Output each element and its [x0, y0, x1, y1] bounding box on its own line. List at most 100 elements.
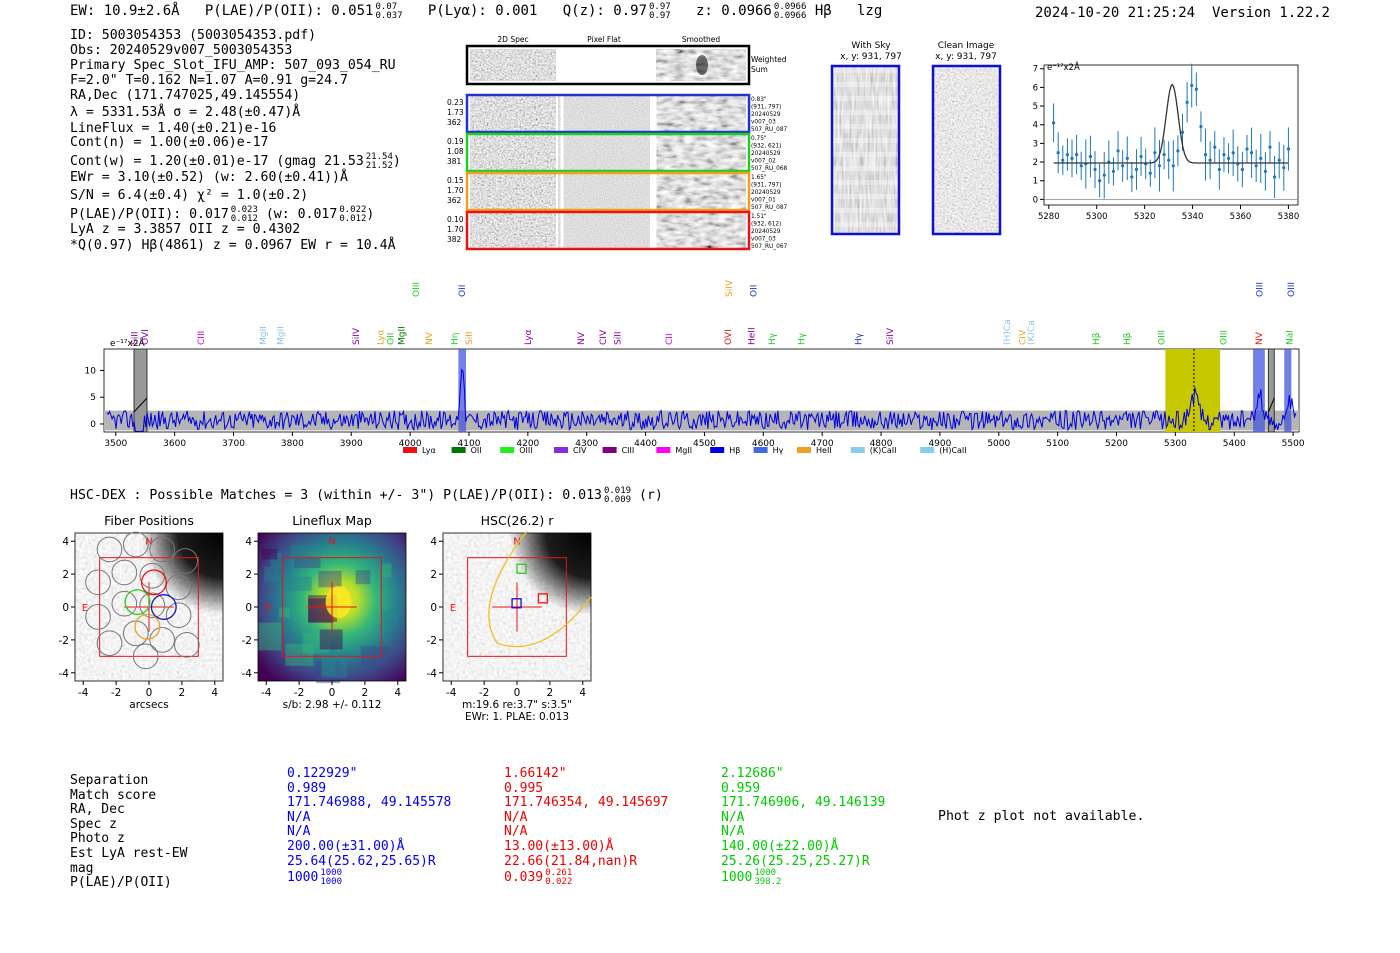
lineflux-patch — [302, 632, 330, 654]
match-mag: 25.64(25.62,25.65)R — [287, 853, 436, 869]
sky-stripe — [832, 96, 899, 101]
fiber-circle — [165, 574, 192, 601]
cutout-header: Smoothed — [682, 35, 721, 44]
match-plae-range: 1000 1000 — [320, 869, 342, 887]
legend-label: CIV — [573, 446, 587, 455]
spectrum-line-name: Hη — [450, 333, 460, 345]
spectrum-line-label: SiIV — [886, 327, 896, 345]
lineflux-patch — [285, 643, 314, 666]
spectrum-line-name: (K)Ca — [1027, 320, 1037, 345]
match-plae-range: 1000 398.2 — [754, 869, 781, 887]
match-plae: 0.039 0.261 0.022 — [504, 869, 668, 887]
spectrum-line-label: MgII — [277, 326, 287, 345]
spectrum-line-name: OII — [749, 285, 759, 297]
lineflux-patch — [381, 563, 392, 578]
hsc-summary-text: HSC-DEX : Possible Matches = 3 (within +… — [70, 488, 602, 503]
spectrum-masked-band — [1267, 348, 1275, 433]
compass-e: E — [450, 603, 456, 614]
legend-swatch — [797, 447, 811, 453]
sky-stripe — [832, 138, 899, 143]
cutout-right-label: (932, 612) — [751, 222, 781, 228]
sky-stripe — [832, 82, 899, 87]
match-plae-value: 1000 — [721, 870, 753, 886]
cutout-header: 2D Spec — [497, 35, 528, 44]
match-photoz: N/A — [721, 824, 745, 840]
spectrum-line-name: SiII — [131, 331, 141, 345]
spectrum-line-label: OII — [387, 333, 397, 345]
sky-stripe — [832, 110, 899, 115]
match-score: 0.959 — [721, 780, 761, 796]
compass-e: E — [82, 603, 88, 614]
match-separation: 0.122929" — [287, 766, 358, 781]
spectrum-xtick-label: 3500 — [104, 439, 127, 449]
sky-stripe — [832, 180, 899, 185]
hsc-summary-end: (r) — [639, 488, 663, 503]
lineflux-patch — [355, 570, 371, 585]
with-sky-title: With Sky — [851, 41, 891, 51]
plae-w-hi: 0.022 — [339, 205, 367, 215]
zoom-point — [1093, 167, 1097, 172]
zoom-point — [1070, 156, 1074, 160]
cutout-right-label: 0.75" — [751, 136, 767, 142]
ew-rest: EWr = 3.10(±0.52) (w: 2.60(±0.41))Å — [70, 170, 348, 185]
fit-params: F=2.0" T=0.162 N=1.07 A=0.91 g=24.7 — [70, 73, 348, 88]
zoom-point — [1130, 175, 1134, 179]
zoom-point — [1116, 149, 1120, 153]
cutout-left-label: 362 — [447, 118, 462, 127]
match-specz: N/A — [504, 809, 528, 825]
lineflux-patch — [316, 660, 341, 684]
zoom-point — [1125, 156, 1129, 160]
zoom-point — [1268, 145, 1272, 149]
cutout-2d — [470, 135, 556, 170]
spectrum-ylabel: e⁻¹⁷x2Å — [110, 337, 146, 349]
match-mag: 22.66(21.84,nan)R — [504, 853, 638, 869]
legend-label: Lyα — [422, 446, 436, 455]
plae-w-text: (w: 0.017 — [265, 207, 338, 222]
panel-xtick-label: -4 — [78, 687, 89, 699]
match-col-red: 1.66142" 0.995 171.746354, 49.145697 N/A N/A… — [504, 766, 668, 887]
spectrum-xtick-label: 4000 — [399, 439, 422, 449]
match-radec: 171.746988, 49.145578 — [287, 795, 452, 811]
spectrum-line-name: Lyα — [524, 329, 534, 345]
cutout-2d — [470, 174, 556, 209]
panel-ytick-label: -2 — [242, 635, 252, 647]
legend-label: MgII — [675, 446, 692, 455]
match-ew: 140.00(±22.00)Å — [721, 838, 839, 854]
cutout-right-label: 20240529 — [751, 190, 781, 196]
clean-title: Clean Image — [938, 41, 995, 51]
with-sky-xy: x, y: 931, 797 — [840, 52, 902, 62]
lya-oii-z: LyA z = 3.3857 OII z = 0.4302 — [70, 222, 301, 237]
spectrum-line-name: Hγ — [768, 332, 778, 345]
zoom-point — [1134, 167, 1139, 172]
spectrum-xtick-label: 4700 — [811, 439, 834, 449]
zoom-point — [1079, 164, 1083, 168]
cutout-2d — [470, 96, 556, 131]
spectrum-line-name: NV — [425, 331, 435, 345]
compass-n: N — [513, 537, 520, 548]
fiber-circle — [172, 548, 199, 574]
panel-xlabel: arcsecs — [129, 699, 168, 711]
cutout-flat — [558, 174, 650, 209]
zoom-ytick-label: 1 — [1033, 177, 1038, 187]
spectrum-line-label: SiII — [131, 331, 141, 345]
match-label: Photo z — [70, 831, 125, 847]
zoom-point — [1240, 167, 1244, 172]
match-score: 0.989 — [287, 780, 327, 796]
summary-header: EW: 10.9±2.6Å P(LAE)/P(OII): 0.051 0.07 0.… — [70, 3, 882, 21]
weighted-blob — [696, 55, 708, 75]
match-plae-lo: 1000 — [320, 877, 342, 888]
zoom-xtick-label: 5300 — [1086, 212, 1108, 222]
spectrum-line-label: CIII — [197, 331, 207, 345]
match-separation: 2.12686" — [721, 766, 784, 781]
panel-xtick-label: -2 — [479, 687, 489, 699]
panel-ytick-label: -2 — [59, 635, 69, 647]
panel-ytick-label: 2 — [245, 569, 252, 581]
plae-value: P(LAE)/P(OII): 0.051 — [204, 3, 374, 19]
zoom-point — [1203, 153, 1208, 157]
cont-w-text: Cont(w) = 1.20(±0.01)e-17 (gmag 21.53 — [70, 154, 364, 169]
legend-swatch — [850, 447, 865, 453]
panel-ytick-label: 0 — [62, 602, 69, 614]
zoom-point — [1245, 147, 1249, 151]
zoom-point — [1111, 169, 1116, 173]
